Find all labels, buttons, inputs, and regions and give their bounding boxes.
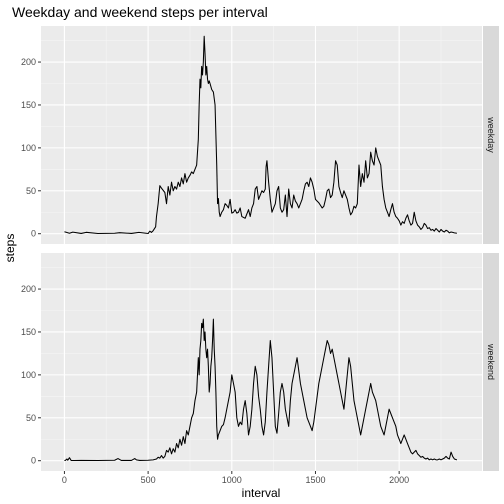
series-line-weekend bbox=[64, 318, 458, 462]
chart-title: Weekday and weekend steps per interval bbox=[12, 4, 268, 20]
y-tick-label: 50 bbox=[26, 186, 36, 196]
y-axis-title: steps bbox=[3, 234, 17, 263]
y-tick-label: 0 bbox=[31, 229, 36, 239]
x-tick-label: 0 bbox=[62, 475, 67, 485]
facet-weekend: 0 50 100 150 200 weekend 0 500 1000 1500 2000 bbox=[21, 253, 499, 485]
facet-panels: 0 50 100 150 200 weekday 0 50 100 150 200 weekend 0 5… bbox=[21, 26, 499, 485]
facet-strip-label: weekend bbox=[486, 343, 496, 380]
x-tick-label: 1500 bbox=[305, 475, 325, 485]
x-tick-label: 2000 bbox=[389, 475, 409, 485]
y-tick-label: 50 bbox=[26, 413, 36, 423]
facet-strip-label: weekday bbox=[486, 116, 496, 153]
y-tick-label: 100 bbox=[21, 143, 36, 153]
x-tick-label: 500 bbox=[141, 475, 156, 485]
y-tick-label: 200 bbox=[21, 284, 36, 294]
y-tick-label: 150 bbox=[21, 327, 36, 337]
y-tick-label: 200 bbox=[21, 57, 36, 67]
y-tick-label: 100 bbox=[21, 370, 36, 380]
y-tick-label: 150 bbox=[21, 100, 36, 110]
facet-strip bbox=[483, 26, 499, 244]
y-tick-label: 0 bbox=[31, 456, 36, 466]
facet-weekday: 0 50 100 150 200 weekday bbox=[21, 26, 499, 244]
panel-background bbox=[41, 253, 482, 471]
facet-strip bbox=[483, 253, 499, 471]
x-tick-label: 1000 bbox=[222, 475, 242, 485]
x-axis-title: interval bbox=[242, 486, 281, 500]
panel-background bbox=[41, 26, 482, 244]
series-line-weekday bbox=[64, 35, 457, 235]
